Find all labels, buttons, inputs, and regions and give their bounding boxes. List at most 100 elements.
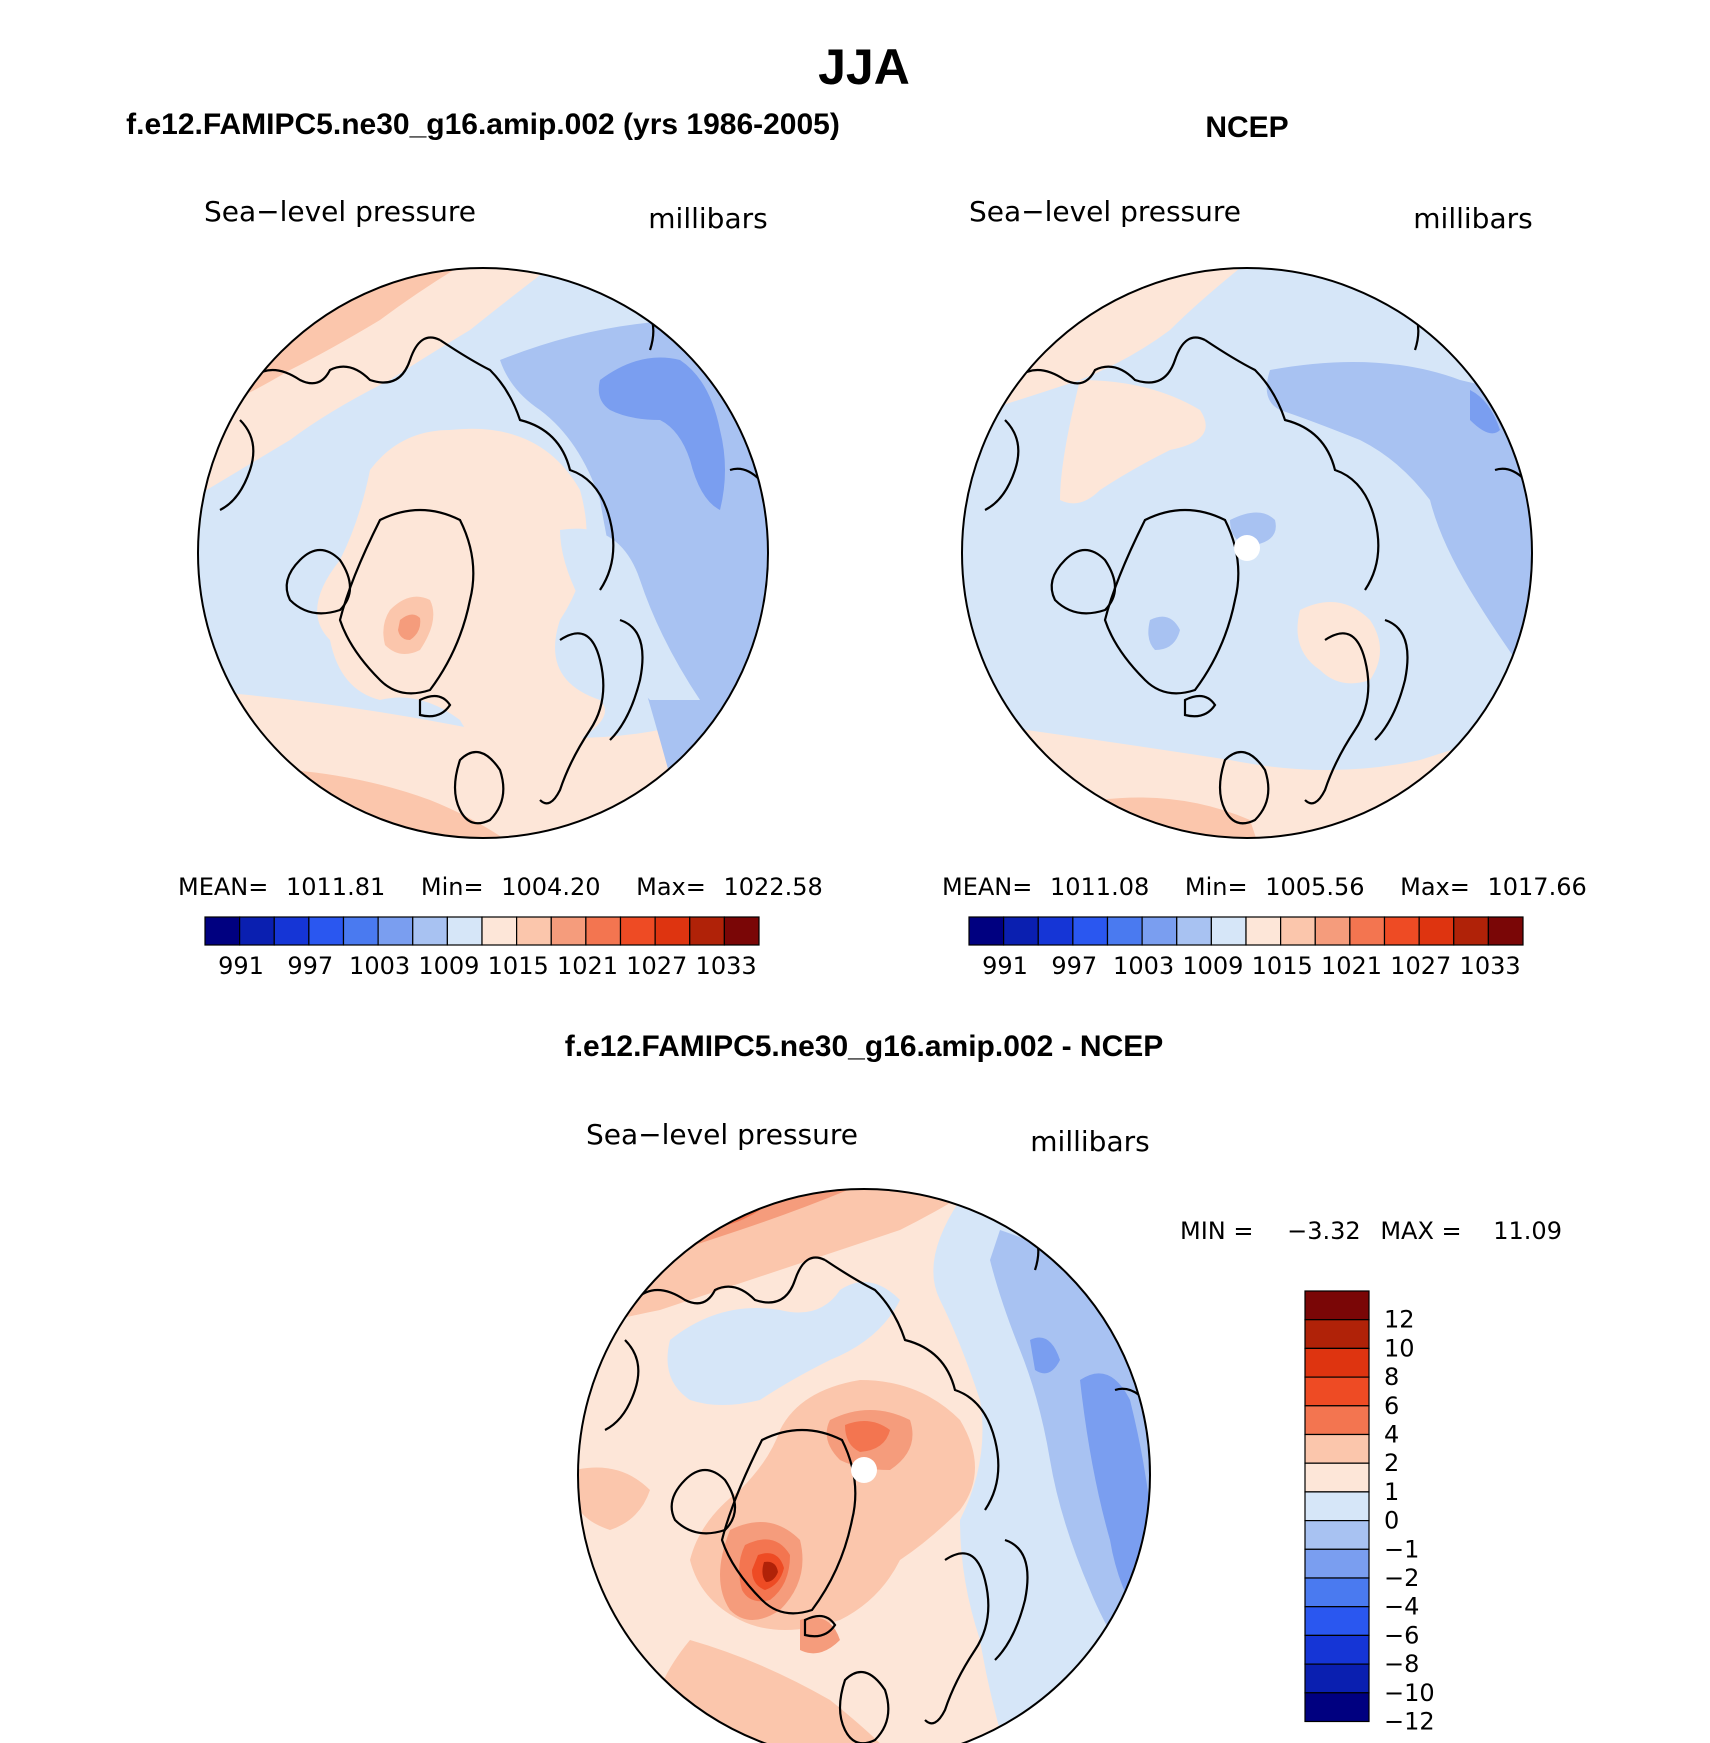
colorbar-box <box>1176 916 1212 946</box>
colorbar-box <box>1349 916 1386 946</box>
colorbar-tick-label: 10 <box>1384 1334 1415 1362</box>
panel-header: NCEP <box>1205 111 1288 144</box>
contour-neg2-patch <box>1030 1337 1060 1374</box>
colorbar-tick-label: 991 <box>218 952 264 980</box>
colorbar-box <box>585 916 622 946</box>
colorbar-tick-label: 2 <box>1384 1449 1399 1477</box>
units-label: millibars <box>648 202 767 235</box>
min-value: 1005.56 <box>1265 873 1364 901</box>
colorbar-tick-label: −12 <box>1384 1708 1435 1736</box>
colorbar-tick-label: 1 <box>1384 1478 1399 1506</box>
panel-ncep: NCEP Sea−level pressure millibars <box>942 111 1587 980</box>
max-label: MAX = <box>1380 1217 1461 1245</box>
colorbar-box <box>1245 916 1282 946</box>
colorbar-box <box>1383 916 1420 946</box>
min-label: Min= <box>421 873 484 901</box>
colorbar-tick-label: 1009 <box>418 952 479 980</box>
colorbar-box <box>1304 1606 1370 1636</box>
max-value: 1017.66 <box>1488 873 1587 901</box>
colorbar-box <box>1210 916 1247 946</box>
colorbar-tick-label: −10 <box>1384 1679 1435 1707</box>
min-value: 1004.20 <box>501 873 600 901</box>
colorbar-box <box>1418 916 1455 946</box>
colorbar-box <box>516 916 552 946</box>
colorbar-tick-label: 0 <box>1384 1507 1399 1535</box>
colorbar-box <box>1304 1347 1370 1378</box>
colorbar-box <box>1304 1462 1370 1493</box>
colorbar-box <box>1304 1376 1370 1407</box>
colorbar-box <box>1072 916 1109 946</box>
stats-line: MIN = −3.32 MAX = 11.09 <box>1180 1217 1562 1245</box>
colorbar-tick-label: 1027 <box>626 952 687 980</box>
colorbar-tick-label: 997 <box>287 952 333 980</box>
colorbar-box <box>1304 1692 1370 1723</box>
colorbar-box <box>204 916 241 946</box>
colorbar-tick-label: 6 <box>1384 1392 1399 1420</box>
colorbar-tick-label: 4 <box>1384 1421 1399 1449</box>
colorbar-tick-label: 1015 <box>488 952 549 980</box>
pole-missing-data <box>851 1457 877 1483</box>
colorbar-box <box>273 916 310 946</box>
colorbar-tick-label: −8 <box>1384 1650 1419 1678</box>
colorbar-box <box>1304 1319 1370 1349</box>
colorbar-box <box>1453 916 1489 946</box>
colorbar-tick-label: 8 <box>1384 1363 1399 1391</box>
max-label: Max= <box>636 873 706 901</box>
map-boundary <box>197 267 769 839</box>
variable-label: Sea−level pressure <box>204 195 476 228</box>
colorbar-tick-label: 1033 <box>696 952 757 980</box>
colorbar-tick-label: 991 <box>982 952 1028 980</box>
colorbar-box <box>550 916 587 946</box>
contour-1012-europe <box>560 528 700 700</box>
colorbar-box <box>412 916 448 946</box>
max-value: 1022.58 <box>724 873 823 901</box>
colorbar-tick-label: 1015 <box>1252 952 1313 980</box>
contour-1015-arm <box>1060 380 1206 504</box>
mean-value: 1011.81 <box>286 873 385 901</box>
mean-value: 1011.08 <box>1050 873 1149 901</box>
page-title: JJA <box>818 39 910 95</box>
colorbar-box <box>1304 1577 1370 1608</box>
colorbar-tick-label: 1033 <box>1460 952 1521 980</box>
colorbar-box <box>1304 1290 1370 1321</box>
min-label: Min= <box>1185 873 1248 901</box>
colorbar-box <box>342 916 379 946</box>
mean-label: MEAN= <box>178 873 268 901</box>
contour-2-west <box>578 1467 650 1530</box>
contour-1024-greenland <box>398 614 421 640</box>
colorbar-box <box>1003 916 1039 946</box>
colorbar-box <box>1304 1405 1370 1436</box>
contour-1006-low-east <box>1470 390 1500 434</box>
colorbar-box <box>1304 1433 1370 1464</box>
colorbar: 991 997 1003 1009 1015 1021 1027 1033 <box>968 916 1524 980</box>
colorbar-box <box>968 916 1005 946</box>
colorbar-box <box>1304 1519 1370 1550</box>
colorbar-tick-label: −2 <box>1384 1564 1419 1592</box>
contour-1003-low-east <box>598 357 725 510</box>
colorbar-tick-label: 1003 <box>349 952 410 980</box>
colorbar-box <box>1141 916 1178 946</box>
colorbar-box <box>1280 916 1316 946</box>
colorbar-box <box>1487 916 1524 946</box>
colorbar-tick-label: 1003 <box>1113 952 1174 980</box>
colorbar-box <box>689 916 725 946</box>
colorbar-box <box>654 916 691 946</box>
colorbar-box <box>1304 1634 1370 1665</box>
colorbar-box <box>723 916 760 946</box>
max-label: Max= <box>1400 873 1470 901</box>
colorbar-box <box>1106 916 1143 946</box>
panel-difference: f.e12.FAMIPC5.ne30_g16.amip.002 - NCEP S… <box>565 1030 1562 1743</box>
contour-1015-central-high <box>317 428 605 752</box>
min-label: MIN = <box>1180 1217 1253 1245</box>
mean-label: MEAN= <box>942 873 1032 901</box>
contour-1015-europe <box>1297 602 1380 684</box>
contour-1009-low-east <box>1266 362 1532 700</box>
stats-line: MEAN= 1011.81 Min= 1004.20 Max= 1022.58 <box>178 873 823 901</box>
contour-6-central <box>845 1421 890 1452</box>
colorbar-tick-label: −6 <box>1384 1621 1419 1649</box>
colorbar-box <box>1304 1548 1370 1579</box>
min-value: −3.32 <box>1287 1217 1361 1245</box>
units-label: millibars <box>1030 1125 1149 1158</box>
